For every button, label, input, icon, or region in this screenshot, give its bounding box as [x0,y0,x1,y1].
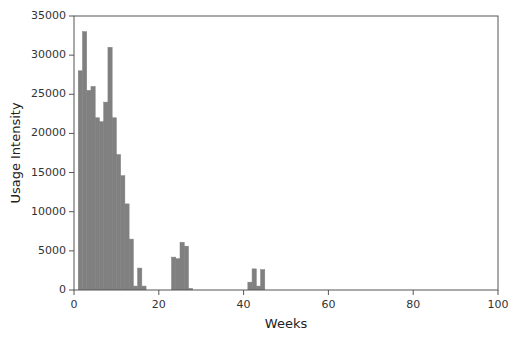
bar [261,270,265,290]
bar [180,242,184,290]
y-tick [69,16,74,17]
bar [78,71,82,290]
bar [252,269,256,290]
chart: 0 5000 10000 15000 20000 25000 30000 35000 0 20 40… [0,0,516,338]
bar [248,282,252,290]
bar [256,286,260,290]
bar [138,268,142,290]
bar [91,86,95,290]
x-tick [158,290,159,295]
x-axis: 0 20 40 60 80 100 [71,290,509,311]
y-tick-label: 20000 [31,126,66,139]
x-tick [328,290,329,295]
y-tick-label: 25000 [31,87,66,100]
bar [108,47,112,290]
bar [116,155,120,290]
x-tick [498,290,499,295]
x-tick-label: 0 [71,298,78,311]
x-axis-label: Weeks [265,316,308,331]
bar [176,259,180,290]
x-tick-label: 80 [406,298,420,311]
x-tick-label: 40 [237,298,251,311]
y-tick [69,211,74,212]
y-tick [69,250,74,251]
x-tick [243,290,244,295]
bar [172,257,176,290]
bar [95,118,99,290]
bar [104,102,108,290]
bar [82,32,86,290]
x-tick [74,290,75,295]
bar [112,118,116,290]
bar [99,122,103,290]
y-tick-label: 5000 [38,244,66,257]
x-tick-label: 60 [321,298,335,311]
y-tick [69,172,74,173]
y-tick-label: 30000 [31,48,66,61]
y-tick [69,133,74,134]
y-tick [69,290,74,291]
y-tick-label: 35000 [31,9,66,22]
y-tick-label: 0 [59,283,66,296]
bars [78,32,265,290]
bar [142,286,146,290]
bar [129,239,133,290]
y-tick [69,94,74,95]
bar [125,204,129,290]
bar [87,90,91,290]
bar [121,176,125,290]
y-axis-label: Usage Intensity [8,102,23,204]
y-axis: 0 5000 10000 15000 20000 25000 30000 35000 [31,9,74,296]
x-tick-label: 20 [152,298,166,311]
y-tick [69,55,74,56]
x-tick [413,290,414,295]
plot-background [74,16,498,290]
y-tick-label: 15000 [31,166,66,179]
bar [184,246,188,290]
bar [133,286,137,290]
plot-frame [74,16,498,290]
y-tick-label: 10000 [31,205,66,218]
x-tick-label: 100 [488,298,509,311]
